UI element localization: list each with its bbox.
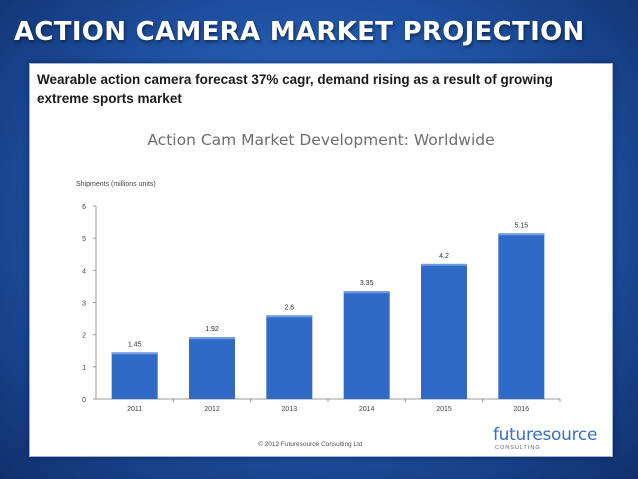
y-tick-label: 6 bbox=[82, 204, 86, 211]
y-tick-label: 1 bbox=[82, 365, 86, 372]
bar bbox=[266, 315, 313, 399]
data-label: 1.92 bbox=[205, 326, 219, 333]
chart-panel: Wearable action camera forecast 37% cagr… bbox=[29, 63, 613, 457]
logo-wordmark: futuresource bbox=[493, 425, 598, 445]
y-tick-label: 0 bbox=[82, 397, 86, 404]
x-tick-label: 2016 bbox=[514, 406, 530, 413]
bar bbox=[498, 233, 545, 399]
y-tick-label: 3 bbox=[82, 301, 86, 308]
plot-area: 0 1 2 3 4 5 6 1.45 2011 1.92 2012 2.6 2013 3.35 2014 4.… bbox=[82, 204, 561, 413]
y-axis-label: Shipments (millions units) bbox=[76, 181, 156, 188]
bar bbox=[343, 291, 390, 399]
y-tick-label: 4 bbox=[82, 268, 86, 275]
copyright-footer: © 2012 Futuresource Consulting Ltd bbox=[258, 441, 363, 448]
chart-title: Action Cam Market Development: Worldwide bbox=[147, 131, 494, 149]
bar-highlight bbox=[111, 352, 158, 355]
bar-chart: Action Cam Market Development: Worldwide… bbox=[76, 131, 561, 413]
bar-highlight bbox=[266, 315, 313, 318]
bar-highlight bbox=[421, 263, 467, 266]
bar bbox=[421, 263, 467, 399]
x-tick-label: 2014 bbox=[359, 406, 375, 413]
slide-subtitle: Wearable action camera forecast 37% cagr… bbox=[37, 72, 553, 106]
bar-highlight bbox=[498, 233, 545, 236]
data-label: 1.45 bbox=[128, 341, 142, 348]
y-tick-label: 5 bbox=[82, 236, 86, 243]
slide-title: ACTION CAMERA MARKET PROJECTION bbox=[14, 17, 585, 47]
bar-highlight bbox=[343, 291, 390, 294]
y-tick-label: 2 bbox=[82, 333, 86, 340]
x-tick-label: 2012 bbox=[204, 406, 220, 413]
data-label: 4.2 bbox=[439, 253, 449, 260]
bar bbox=[189, 337, 235, 399]
x-tick-label: 2011 bbox=[127, 406, 142, 413]
data-label: 2.6 bbox=[284, 304, 294, 311]
x-tick-label: 2015 bbox=[436, 406, 452, 413]
logo-subtext: CONSULTING bbox=[495, 445, 541, 451]
bar-highlight bbox=[189, 337, 235, 340]
x-tick-label: 2013 bbox=[282, 406, 298, 413]
futuresource-logo: futuresource CONSULTING bbox=[493, 425, 608, 455]
data-label: 3.35 bbox=[360, 280, 374, 287]
data-label: 5.15 bbox=[515, 222, 529, 229]
bar bbox=[111, 352, 158, 399]
